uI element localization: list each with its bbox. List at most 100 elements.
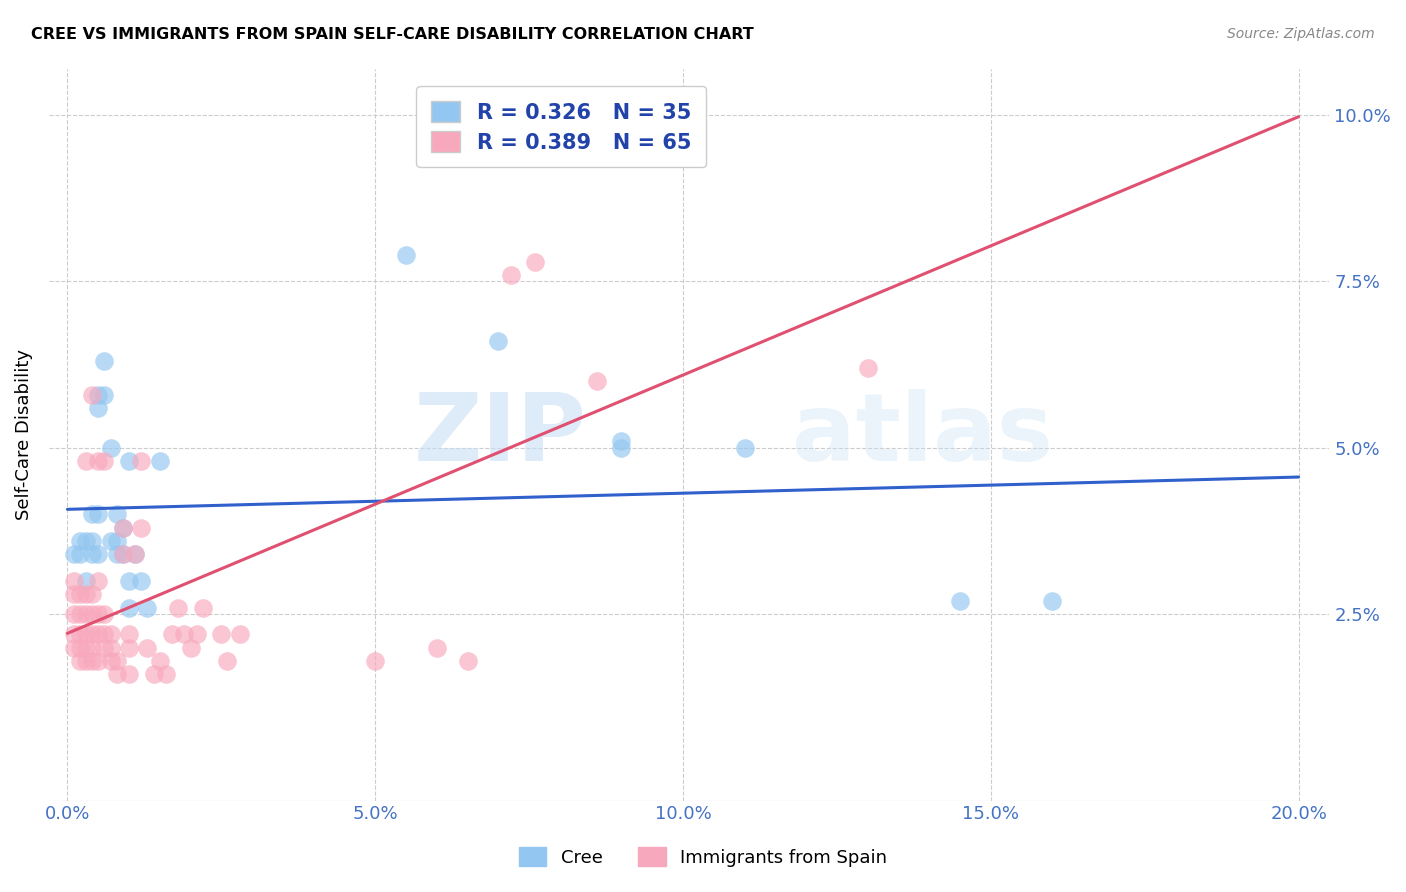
Point [167,600,190,615]
Point [69,627,91,641]
Point [131,521,153,535]
Point [124,547,146,561]
Point [111,521,134,535]
Point [209,627,232,641]
Point [118,574,141,588]
Point [93,354,115,368]
Point [62,640,84,655]
Point [100,627,122,641]
Point [62,607,84,622]
Y-axis label: Self-Care Disability: Self-Care Disability [15,349,32,520]
Point [75,587,97,601]
Point [173,627,195,641]
Point [87,574,110,588]
Point [75,654,97,668]
Point [93,627,115,641]
Legend: Cree, Immigrants from Spain: Cree, Immigrants from Spain [512,840,894,874]
Legend: R = 0.326   N = 35, R = 0.389   N = 65: R = 0.326 N = 35, R = 0.389 N = 65 [416,87,706,167]
Point [160,627,183,641]
Point [105,534,128,549]
Point [610,141,633,155]
Text: atlas: atlas [792,389,1053,481]
Point [186,627,208,641]
Point [1040,594,1063,608]
Point [80,627,103,641]
Point [75,627,97,641]
Point [136,600,159,615]
Point [100,654,122,668]
Point [93,607,115,622]
Point [118,640,141,655]
Point [426,640,449,655]
Point [87,401,110,415]
Point [118,454,141,468]
Point [69,534,91,549]
Point [149,654,172,668]
Point [118,627,141,641]
Point [62,547,84,561]
Point [80,640,103,655]
Text: Source: ZipAtlas.com: Source: ZipAtlas.com [1227,27,1375,41]
Point [118,600,141,615]
Point [111,547,134,561]
Point [62,574,84,588]
Point [149,454,172,468]
Point [80,387,103,401]
Point [499,268,522,282]
Point [105,547,128,561]
Point [100,640,122,655]
Point [229,627,252,641]
Point [69,654,91,668]
Point [524,254,547,268]
Text: ZIP: ZIP [413,389,586,481]
Point [93,454,115,468]
Point [87,454,110,468]
Text: CREE VS IMMIGRANTS FROM SPAIN SELF-CARE DISABILITY CORRELATION CHART: CREE VS IMMIGRANTS FROM SPAIN SELF-CARE … [31,27,754,42]
Point [75,640,97,655]
Point [111,521,134,535]
Point [75,574,97,588]
Point [75,534,97,549]
Point [87,607,110,622]
Point [949,594,972,608]
Point [124,547,146,561]
Point [610,434,633,449]
Point [80,654,103,668]
Point [80,534,103,549]
Point [62,627,84,641]
Point [856,361,879,376]
Point [87,654,110,668]
Point [734,441,756,455]
Point [395,248,418,262]
Point [69,640,91,655]
Point [610,441,633,455]
Point [118,667,141,681]
Point [87,627,110,641]
Point [80,547,103,561]
Point [69,587,91,601]
Point [105,654,128,668]
Point [93,387,115,401]
Point [217,654,239,668]
Point [69,607,91,622]
Point [100,534,122,549]
Point [111,547,134,561]
Point [69,547,91,561]
Point [142,667,165,681]
Point [105,508,128,522]
Point [155,667,177,681]
Point [585,374,607,388]
Point [131,454,153,468]
Point [80,587,103,601]
Point [93,640,115,655]
Point [486,334,509,349]
Point [62,587,84,601]
Point [105,667,128,681]
Point [364,654,387,668]
Point [75,454,97,468]
Point [87,508,110,522]
Point [75,607,97,622]
Point [180,640,202,655]
Point [131,574,153,588]
Point [80,607,103,622]
